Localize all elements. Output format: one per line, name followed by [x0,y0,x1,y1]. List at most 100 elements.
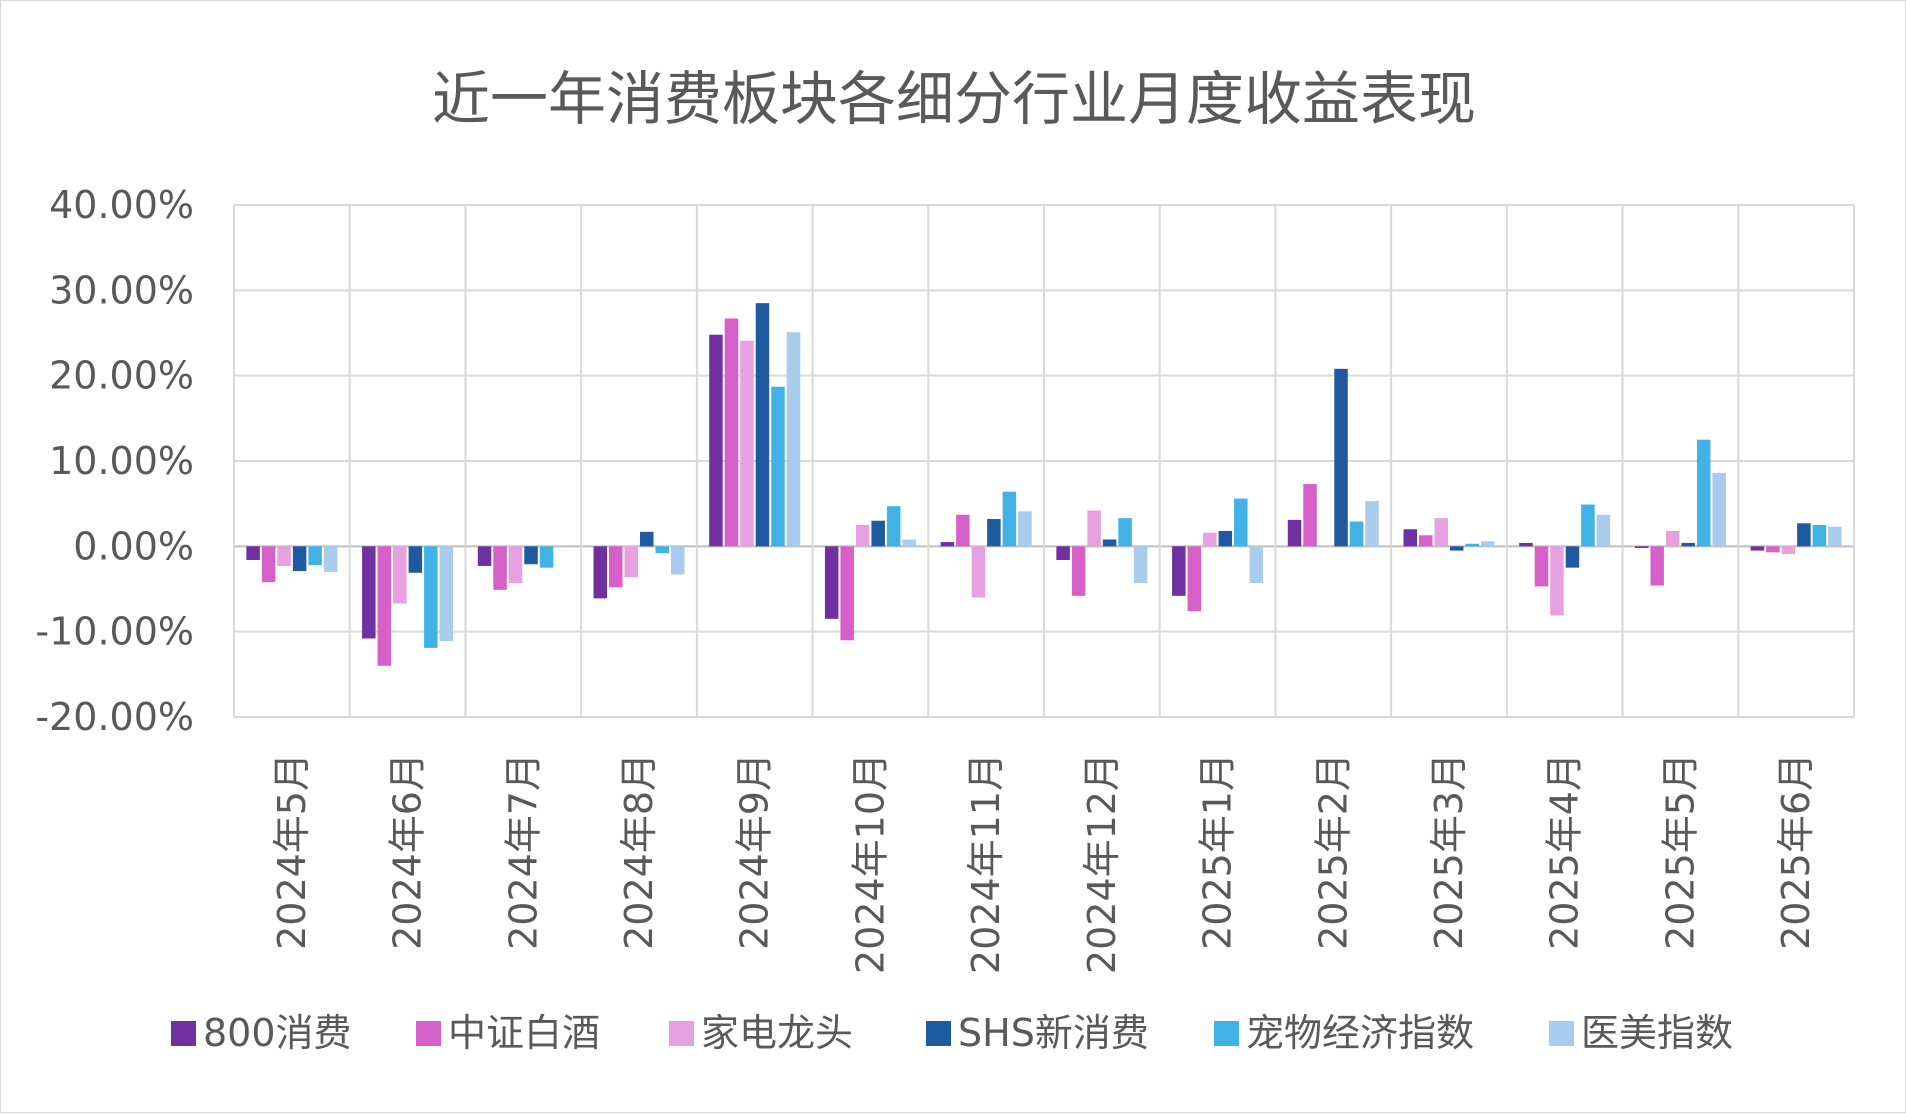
bar [1071,546,1086,596]
axis-layer: 40.00% 30.00% 20.00% 10.00% 0.00% -10.00% -20.… [35,183,1818,974]
bar [377,546,392,666]
x-tick-label: 2025年2月 [1311,753,1355,950]
bar [987,519,1001,547]
bar [1797,523,1811,547]
bar [640,531,654,547]
bar [1681,542,1695,547]
x-tick-label: 2024年9月 [733,753,777,950]
bar [771,386,785,547]
y-tick-label: 0.00% [73,524,194,568]
bar [871,520,885,547]
x-tick-label: 2024年5月 [270,753,314,950]
y-tick-label: -20.00% [35,695,194,739]
legend-swatch [1549,1021,1574,1046]
bar [1450,546,1464,551]
bar [1465,543,1479,547]
legend-swatch [416,1021,441,1046]
y-tick-label: -10.00% [35,610,194,654]
bar [902,539,916,547]
bar [1087,510,1101,547]
bar [292,546,307,572]
bar [1650,546,1664,586]
x-tick-label: 2025年5月 [1658,753,1702,950]
bar [1565,546,1580,568]
bar [439,546,454,642]
bar [1102,539,1117,547]
bar [393,546,407,604]
x-tick-label: 2024年7月 [501,753,545,950]
legend-item: 800消费 [171,1011,352,1055]
bar [1234,498,1248,547]
bar [1349,521,1364,547]
bar [1218,530,1233,547]
bar [246,546,260,560]
bar [1056,546,1070,560]
bar [408,546,423,573]
legend-item: 中证白酒 [416,1011,600,1055]
bar [609,546,623,588]
bar [323,546,338,572]
bar [1365,501,1379,547]
legend-label: 医美指数 [1581,1011,1733,1055]
bar [1534,546,1549,587]
x-tick-label: 2024年11月 [964,753,1008,974]
legend-item: 家电龙头 [669,1011,853,1055]
bar [1018,511,1032,547]
bar [1712,472,1726,547]
x-tick-label: 2024年6月 [386,753,430,950]
bar [1249,546,1264,584]
bar [1133,546,1148,584]
bar [1550,546,1564,616]
bar [1419,535,1433,547]
bar [524,546,538,565]
legend: 800消费 中证白酒 家电龙头 SHS新消费 宠物经济指数 医美指数 [171,1011,1733,1055]
bar [940,542,955,547]
bar [1118,518,1132,547]
bar [1303,484,1317,547]
bar [1766,546,1780,553]
x-tick-label: 2025年4月 [1543,753,1587,950]
bars-layer [246,303,1842,666]
bar [508,546,523,584]
bar [1334,368,1348,547]
bar [1781,546,1796,555]
bar [1696,439,1711,547]
bar [1581,504,1595,547]
bar [1187,546,1202,612]
bar [740,340,754,547]
bar [277,546,291,566]
bar [786,332,801,547]
bar [956,514,970,547]
bar [493,546,507,590]
legend-swatch [669,1021,694,1046]
bar [624,546,638,578]
bar [824,546,839,619]
bar [1002,491,1017,547]
y-tick-label: 10.00% [49,439,194,483]
bar [261,546,276,583]
bar [1596,514,1611,547]
bar [1519,542,1533,547]
x-tick-label: 2024年10月 [848,753,892,974]
bar [755,303,770,547]
legend-swatch [926,1021,951,1046]
bar [593,546,607,599]
bar [855,525,870,547]
bar [1828,526,1842,547]
bar [886,506,901,547]
bar [1287,519,1302,547]
bar [1403,529,1417,547]
legend-swatch [171,1021,196,1046]
x-tick-label: 2025年6月 [1774,753,1818,950]
legend-item: SHS新消费 [926,1011,1149,1055]
legend-label: SHS新消费 [958,1011,1149,1055]
bar [655,546,669,554]
bar [362,546,376,639]
bar [477,546,492,566]
legend-item: 医美指数 [1549,1011,1733,1055]
bar [971,546,986,598]
bar [671,546,685,575]
bar [840,546,854,641]
